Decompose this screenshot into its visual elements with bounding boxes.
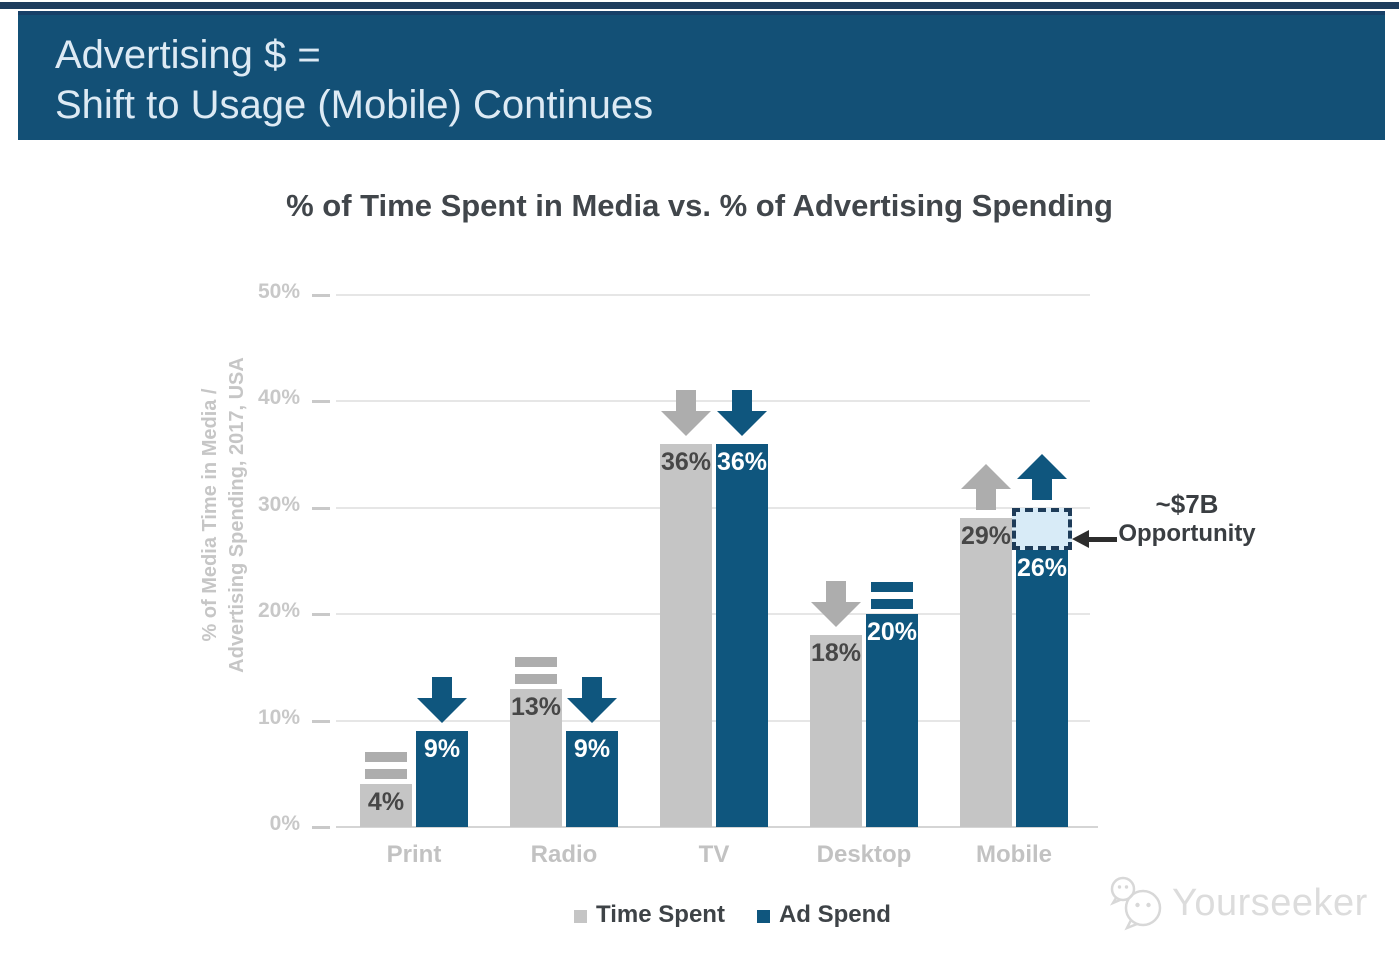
legend: Time Spent Ad Spend: [33, 901, 1399, 929]
left-arrow-icon: [1072, 530, 1117, 548]
legend-label-time-spent: Time Spent: [596, 901, 725, 928]
y-axis-tick: [312, 613, 330, 616]
legend-item-time-spent: Time Spent: [574, 901, 725, 929]
down-arrow-icon: [567, 677, 617, 723]
y-axis-tick: [312, 826, 330, 829]
y-tick-label: 30%: [257, 493, 300, 516]
bar-ad-spend-mobile: 26%: [1016, 550, 1068, 827]
equals-icon: [515, 657, 557, 684]
down-arrow-icon: [661, 390, 711, 436]
bar-value-label: 9%: [423, 735, 461, 763]
opportunity-annotation: ~$7B Opportunity: [1112, 489, 1262, 549]
bar-time-spent-radio: 13%: [510, 689, 562, 827]
top-accent-strip: [0, 2, 1399, 9]
bar-time-spent-print: 4%: [360, 784, 412, 827]
category-label-print: Print: [386, 841, 442, 868]
bar-ad-spend-tv: 36%: [716, 444, 768, 827]
opportunity-amount: ~$7B: [1155, 489, 1219, 519]
y-tick-label: 20%: [257, 599, 300, 622]
down-arrow-icon: [811, 581, 861, 627]
bar-value-label: 4%: [367, 788, 405, 816]
bar-value-label: 26%: [1016, 554, 1068, 582]
bar-value-label: 9%: [573, 735, 611, 763]
category-label-radio: Radio: [530, 841, 598, 868]
bar-value-label: 29%: [960, 522, 1012, 550]
gridline: [336, 507, 1090, 509]
y-tick-label: 40%: [257, 386, 300, 409]
bar-value-label: 13%: [510, 693, 562, 721]
y-axis-tick: [312, 720, 330, 723]
bar-value-label: 18%: [810, 639, 862, 667]
bar-value-label: 36%: [660, 448, 712, 476]
down-arrow-icon: [717, 390, 767, 436]
y-axis-tick: [312, 400, 330, 403]
category-label-mobile: Mobile: [976, 841, 1052, 868]
slide-header: Advertising $ = Shift to Usage (Mobile) …: [18, 11, 1385, 140]
x-axis-line: [336, 826, 1098, 828]
gridline: [336, 613, 1090, 615]
ad-spend-swatch-icon: [756, 910, 770, 923]
bar-ad-spend-desktop: 20%: [866, 614, 918, 827]
bar-time-spent-desktop: 18%: [810, 635, 862, 827]
gridline: [336, 720, 1090, 722]
chart-title: % of Time Spent in Media vs. % of Advert…: [286, 188, 1113, 223]
equals-icon: [365, 752, 407, 779]
y-tick-label: 0%: [269, 812, 300, 835]
opportunity-box: [1012, 508, 1072, 550]
header-line-1: Advertising $ =: [55, 33, 321, 77]
wechat-icon: [1109, 876, 1162, 931]
bar-ad-spend-radio: 9%: [566, 731, 618, 827]
up-arrow-icon: [961, 464, 1011, 510]
y-axis-tick: [312, 294, 330, 297]
gridline: [336, 400, 1090, 402]
y-axis-tick: [312, 507, 330, 510]
opportunity-label: Opportunity: [1118, 520, 1256, 547]
category-label-desktop: Desktop: [816, 841, 912, 868]
category-label-tv: TV: [698, 841, 730, 868]
legend-item-ad-spend: Ad Spend: [756, 901, 891, 929]
bar-value-label: 20%: [866, 618, 918, 646]
bar-value-label: 36%: [716, 448, 768, 476]
y-tick-label: 50%: [257, 280, 300, 303]
gridline: [336, 294, 1090, 296]
watermark-text: Yourseeker: [1172, 881, 1368, 924]
watermark: Yourseeker: [1106, 872, 1368, 934]
equals-icon: [871, 582, 913, 609]
legend-label-ad-spend: Ad Spend: [778, 901, 891, 928]
bar-time-spent-mobile: 29%: [960, 518, 1012, 827]
header-line-2: Shift to Usage (Mobile) Continues: [55, 83, 654, 127]
up-arrow-icon: [1017, 454, 1067, 500]
time-spent-swatch-icon: [574, 910, 588, 923]
bar-ad-spend-print: 9%: [416, 731, 468, 827]
down-arrow-icon: [417, 677, 467, 723]
y-tick-label: 10%: [257, 706, 300, 729]
bar-time-spent-tv: 36%: [660, 444, 712, 827]
